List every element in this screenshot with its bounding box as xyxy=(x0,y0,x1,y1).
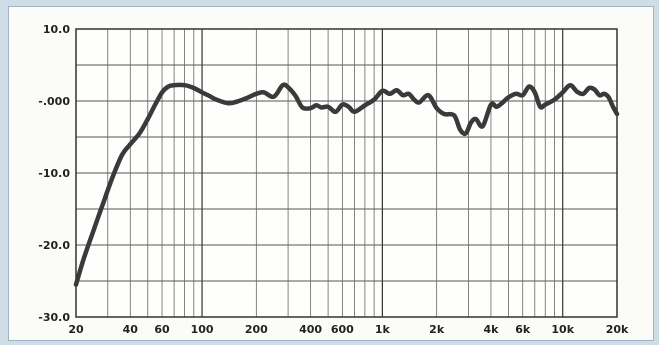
chart-panel: 10.0 -.000 -10.0 -20.0 -30.0 20 40 60 100 200 400 6… xyxy=(8,6,654,341)
x-tick-label: 60 xyxy=(154,323,170,336)
y-tick-label: 10.0 xyxy=(43,23,70,36)
x-tick-label: 1k xyxy=(375,323,391,336)
x-tick-label: 20 xyxy=(68,323,84,336)
x-tick-label: 600 xyxy=(331,323,354,336)
plot-border xyxy=(75,28,618,318)
x-tick-label: 40 xyxy=(123,323,139,336)
y-tick-label: -30.0 xyxy=(38,311,70,324)
y-tick-label: -10.0 xyxy=(38,167,70,180)
x-tick-label: 2k xyxy=(429,323,445,336)
y-tick-label: -20.0 xyxy=(38,239,70,252)
x-tick-label: 6k xyxy=(515,323,531,336)
frequency-response-chart: 10.0 -.000 -10.0 -20.0 -30.020 40 60 100 200 400 6… xyxy=(38,23,629,336)
x-tick-label: 400 xyxy=(299,323,322,336)
x-tick-label: 200 xyxy=(245,323,268,336)
x-tick-label: 20k xyxy=(606,323,629,336)
x-tick-label: 100 xyxy=(191,323,214,336)
y-tick-label: -.000 xyxy=(38,95,70,108)
x-tick-label: 4k xyxy=(483,323,499,336)
x-tick-label: 10k xyxy=(551,323,574,336)
response-curve xyxy=(73,82,620,287)
